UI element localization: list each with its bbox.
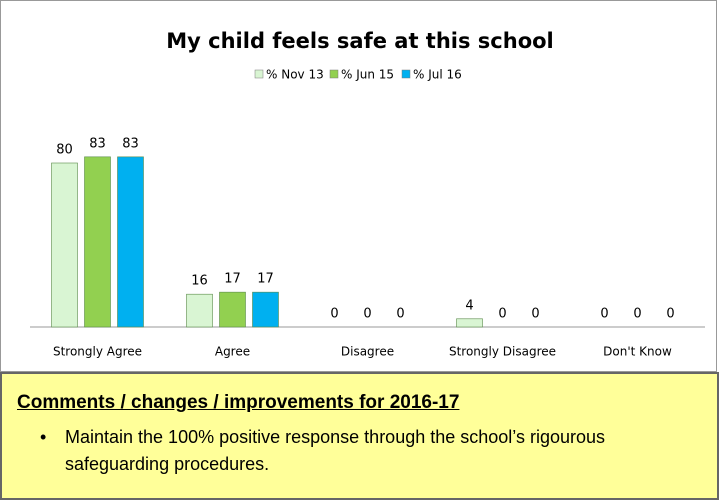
bar [51,162,78,328]
data-label: 0 [396,307,404,322]
data-label: 0 [531,307,539,322]
legend-label: % Jun 15 [341,68,394,82]
bar [252,291,279,328]
legend-label: % Jul 16 [413,68,462,82]
legend-swatch [401,69,411,79]
data-label: 0 [330,307,338,322]
bar [117,156,144,328]
x-tick-label: Agree [215,345,250,359]
data-label: 80 [56,143,73,158]
bar [84,156,111,328]
chart: My child feels safe at this school % Nov… [0,0,717,372]
legend-swatch [254,69,264,79]
comments-list: Maintain the 100% positive response thro… [40,424,642,478]
x-tick-label: Strongly Disagree [449,345,556,359]
chart-title: My child feels safe at this school [166,29,554,53]
x-tick-label: Disagree [341,345,394,359]
comment-item: Maintain the 100% positive response thro… [40,424,642,478]
comments-box: Comments / changes / improvements for 20… [0,372,719,500]
data-label: 83 [89,136,106,151]
data-label: 17 [224,272,241,287]
data-label: 4 [465,298,473,313]
x-tick-label: Strongly Agree [53,345,142,359]
data-label: 16 [191,274,208,289]
data-label: 0 [498,307,506,322]
legend-swatch [329,69,339,79]
bar [456,318,483,328]
data-label: 0 [363,307,371,322]
data-label: 0 [666,307,674,322]
data-label: 17 [257,272,274,287]
data-label: 83 [122,136,139,151]
legend-label: % Nov 13 [266,68,324,82]
data-label: 0 [633,307,641,322]
x-tick-label: Don't Know [603,345,672,359]
bar [219,291,246,328]
comments-heading: Comments / changes / improvements for 20… [17,392,460,413]
bar [186,293,213,328]
data-label: 0 [600,307,608,322]
